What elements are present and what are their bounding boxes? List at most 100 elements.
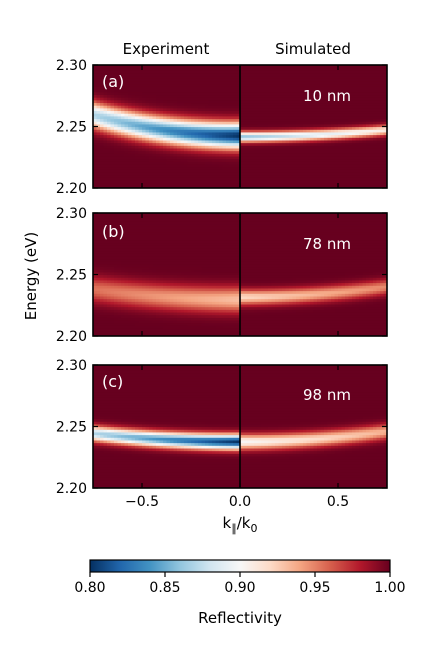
heatmap-cell (317, 169, 322, 173)
heatmap-cell (156, 327, 161, 332)
heatmap-cell (110, 277, 115, 281)
heatmap-cell (166, 97, 171, 101)
heatmap-cell (219, 107, 224, 112)
heatmap-cell (320, 83, 325, 87)
heatmap-cell (285, 145, 290, 149)
heatmap-cell (107, 306, 112, 310)
heatmap-cell (243, 150, 248, 154)
heatmap-cell (117, 298, 122, 302)
heatmap-cell (229, 89, 234, 93)
heatmap-cell (359, 147, 364, 152)
heatmap-cell (110, 287, 115, 292)
heatmap-cell (355, 126, 360, 130)
heatmap-cell (271, 75, 276, 79)
heatmap-cell (170, 155, 175, 160)
heatmap-cell (191, 182, 196, 186)
heatmap-cell (369, 129, 374, 133)
heatmap-cell (240, 70, 245, 74)
heatmap-cell (348, 81, 353, 85)
heatmap-cell (135, 147, 140, 152)
heatmap-cell (110, 177, 115, 181)
heatmap-cell (299, 102, 304, 106)
heatmap-cell (145, 266, 150, 270)
heatmap-cell (222, 86, 227, 90)
heatmap-cell (208, 177, 213, 181)
heatmap-cell (107, 174, 112, 178)
heatmap-cell (303, 179, 308, 184)
heatmap-cell (107, 182, 112, 186)
heatmap-cell (128, 277, 133, 281)
heatmap-cell (299, 147, 304, 152)
heatmap-cell (100, 314, 105, 318)
heatmap-cell (355, 99, 360, 104)
heatmap-cell (317, 174, 322, 178)
heatmap-cell (121, 319, 126, 324)
heatmap-cell (96, 330, 101, 334)
heatmap-cell (107, 213, 112, 217)
heatmap-cell (243, 131, 248, 136)
heatmap-cell (135, 67, 140, 71)
heatmap-cell (320, 163, 325, 168)
heatmap-cell (177, 123, 182, 128)
heatmap-cell (254, 83, 259, 87)
heatmap-cell (380, 107, 385, 112)
heatmap-cell (338, 163, 343, 168)
heatmap-cell (236, 65, 240, 69)
heatmap-cell (278, 150, 283, 154)
heatmap-cell (226, 163, 231, 168)
heatmap-cell (173, 126, 178, 130)
heatmap-cell (110, 105, 115, 109)
heatmap-cell (376, 177, 381, 181)
heatmap-cell (156, 115, 161, 120)
heatmap-cell (107, 277, 112, 281)
heatmap-cell (187, 126, 192, 130)
heatmap-cell (187, 91, 192, 96)
heatmap-cell (355, 150, 360, 154)
heatmap-cell (117, 83, 122, 87)
heatmap-cell (110, 185, 115, 188)
heatmap-cell (163, 287, 168, 292)
heatmap-cell (145, 113, 150, 117)
heatmap-cell (103, 277, 108, 281)
heatmap-cell (271, 142, 276, 146)
heatmap-cell (156, 247, 161, 252)
heatmap-cell (275, 121, 280, 125)
heatmap-cell (184, 174, 189, 178)
heatmap-cell (208, 123, 213, 128)
heatmap-cell (348, 91, 353, 96)
heatmap-cell (135, 306, 140, 310)
heatmap-cell (292, 131, 297, 136)
heatmap-cell (201, 155, 206, 160)
heatmap-cell (215, 171, 220, 176)
heatmap-cell (103, 145, 108, 149)
heatmap-cell (310, 177, 315, 181)
heatmap-cell (303, 94, 308, 98)
heatmap-cell (170, 118, 175, 122)
heatmap-cell (110, 147, 115, 152)
heatmap-cell (107, 131, 112, 136)
heatmap-cell (205, 161, 210, 165)
heatmap-cell (327, 83, 332, 87)
heatmap-cell (341, 78, 346, 82)
heatmap-cell (236, 182, 240, 186)
heatmap-cell (348, 150, 353, 154)
heatmap-cell (282, 163, 287, 168)
heatmap-cell (219, 83, 224, 87)
heatmap-cell (348, 73, 353, 77)
heatmap-cell (362, 94, 367, 98)
heatmap-cell (194, 182, 199, 186)
heatmap-cell (156, 182, 161, 186)
heatmap-cell (359, 118, 364, 122)
heatmap-cell (352, 131, 357, 136)
heatmap-cell (173, 91, 178, 96)
heatmap-cell (107, 303, 112, 308)
heatmap-cell (257, 142, 262, 146)
heatmap-cell (121, 171, 126, 176)
heatmap-cell (275, 94, 280, 98)
heatmap-cell (135, 137, 140, 141)
heatmap-cell (96, 298, 101, 302)
heatmap-cell (250, 177, 255, 181)
heatmap-cell (240, 185, 245, 188)
heatmap-cell (208, 70, 213, 74)
heatmap-cell (212, 150, 217, 154)
